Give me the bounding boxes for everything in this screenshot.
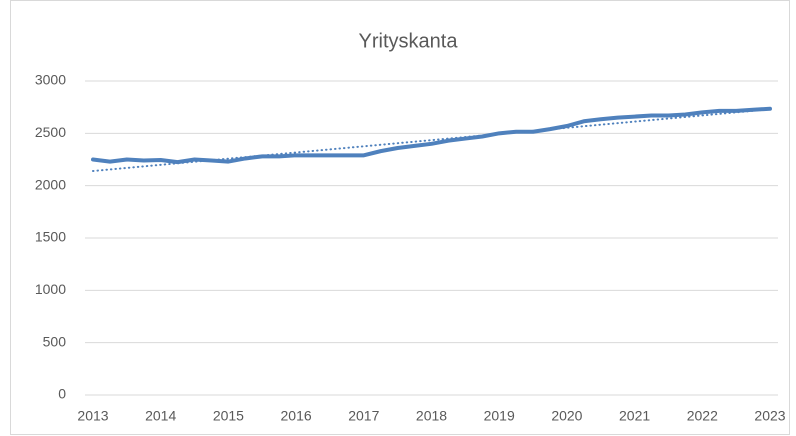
- x-tick-label: 2023: [754, 408, 785, 424]
- x-tick-label: 2015: [213, 408, 244, 424]
- x-tick-label: 2019: [484, 408, 515, 424]
- y-tick-label: 0: [58, 386, 66, 402]
- y-tick-label: 2000: [35, 176, 66, 192]
- y-tick-label: 1500: [35, 229, 66, 245]
- x-tick-label: 2021: [619, 408, 650, 424]
- y-tick-label: 3000: [35, 72, 66, 88]
- x-tick-label: 2020: [551, 408, 582, 424]
- chart-frame: [10, 0, 790, 435]
- trend-line: [92, 108, 771, 173]
- y-tick-label: 500: [43, 333, 67, 349]
- x-tick-label: 2013: [77, 408, 108, 424]
- x-tick-label: 2017: [348, 408, 379, 424]
- x-tick-label: 2022: [687, 408, 718, 424]
- x-tick-label: 2014: [145, 408, 176, 424]
- x-tick-label: 2016: [281, 408, 312, 424]
- x-tick-label: 2018: [416, 408, 447, 424]
- y-tick-label: 1000: [35, 281, 66, 297]
- chart-title: Yrityskanta: [359, 30, 459, 52]
- y-tick-label: 2500: [35, 124, 66, 140]
